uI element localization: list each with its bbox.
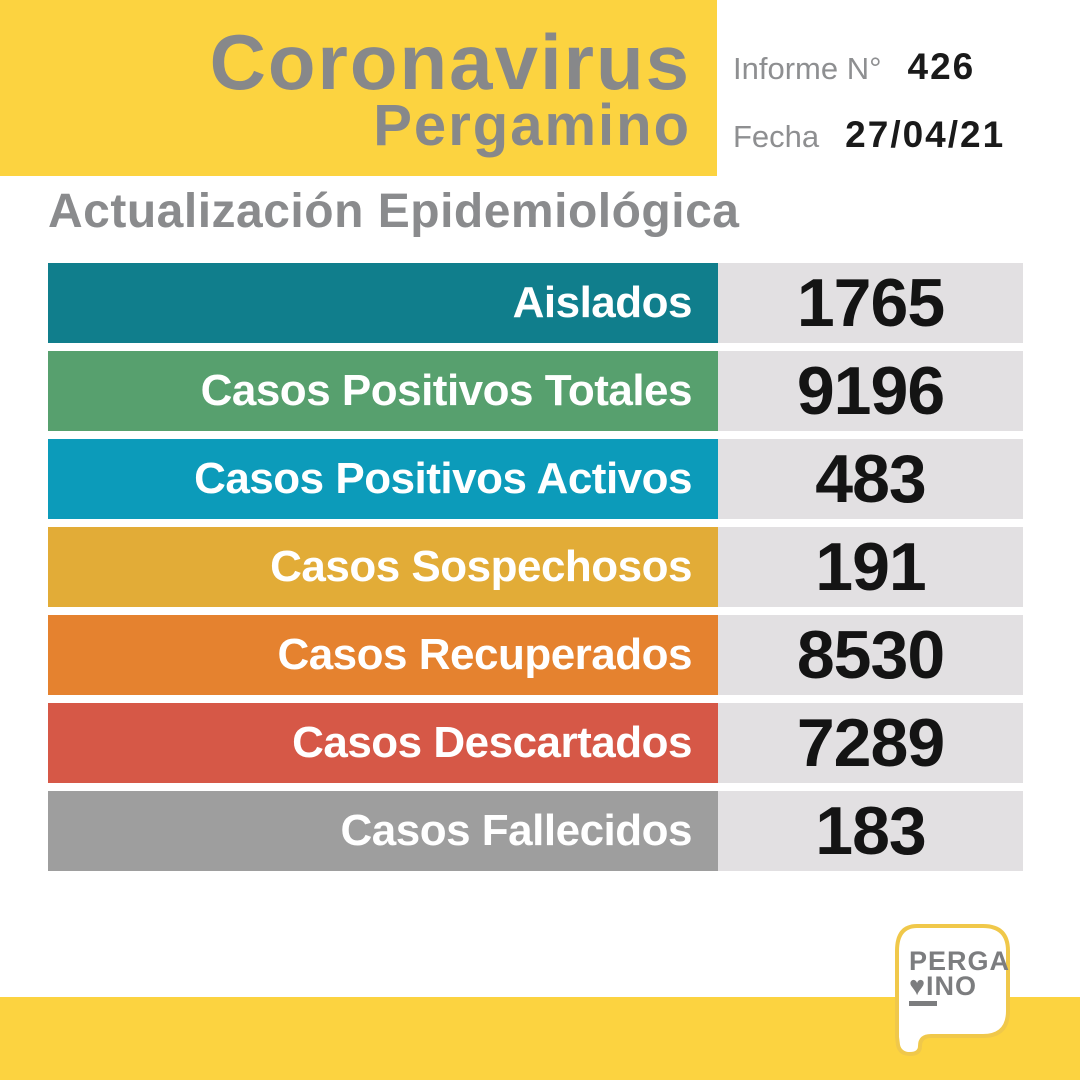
logo-underline [909,1001,937,1006]
category-bar: Casos Recuperados [48,615,718,695]
report-date-line: Fecha 27/04/21 [733,114,1005,156]
logo-text: PERGA ♥INO [909,946,1011,1001]
category-bar: Casos Sospechosos [48,527,718,607]
category-label: Aislados [512,278,693,327]
page-subtitle: Pergamino [373,93,691,158]
category-bar: Casos Positivos Activos [48,439,718,519]
epidemiology-table: Aislados 1765 Casos Positivos Totales 9196 C… [48,263,1023,879]
section-heading: Actualización Epidemiológica [48,185,740,238]
logo-line1: PERGA [909,946,1011,976]
value-box: 483 [718,439,1023,519]
report-date-value: 27/04/21 [845,114,1006,155]
logo-bubble-path [895,924,1010,1056]
value-box: 7289 [718,703,1023,783]
category-label: Casos Recuperados [277,630,692,679]
category-value: 9196 [796,353,945,429]
value-box: 8530 [718,615,1023,695]
report-number-label: Informe N° [733,51,882,86]
header-banner: Coronavirus Pergamino [0,0,717,176]
value-box: 9196 [718,351,1023,431]
heart-icon: ♥ [909,971,927,1001]
table-row: Casos Recuperados 8530 [48,615,1023,695]
speech-bubble-icon [895,924,1010,1056]
report-number-line: Informe N° 426 [733,46,1005,88]
category-value: 191 [815,529,926,605]
value-box: 1765 [718,263,1023,343]
table-row: Casos Positivos Activos 483 [48,439,1023,519]
category-value: 7289 [796,705,945,781]
page-title: Coronavirus [209,18,691,106]
category-label: Casos Descartados [292,718,692,767]
category-value: 8530 [796,617,945,693]
pergamino-logo: PERGA ♥INO [889,923,1013,1059]
report-date-label: Fecha [733,119,820,154]
category-bar: Casos Positivos Totales [48,351,718,431]
category-value: 183 [815,793,926,869]
category-value: 1765 [796,265,945,341]
table-row: Casos Positivos Totales 9196 [48,351,1023,431]
logo-line2: ♥INO [909,971,978,1001]
category-value: 483 [815,441,926,517]
table-row: Aislados 1765 [48,263,1023,343]
category-bar: Casos Descartados [48,703,718,783]
category-label: Casos Positivos Activos [194,454,692,503]
category-label: Casos Sospechosos [270,542,692,591]
value-box: 191 [718,527,1023,607]
table-row: Casos Fallecidos 183 [48,791,1023,871]
value-box: 183 [718,791,1023,871]
category-label: Casos Fallecidos [340,806,693,855]
category-label: Casos Positivos Totales [200,366,693,415]
category-bar: Casos Fallecidos [48,791,718,871]
table-row: Casos Descartados 7289 [48,703,1023,783]
report-info: Informe N° 426 Fecha 27/04/21 [733,46,1005,182]
report-number-value: 426 [907,46,976,87]
category-bar: Aislados [48,263,718,343]
table-row: Casos Sospechosos 191 [48,527,1023,607]
